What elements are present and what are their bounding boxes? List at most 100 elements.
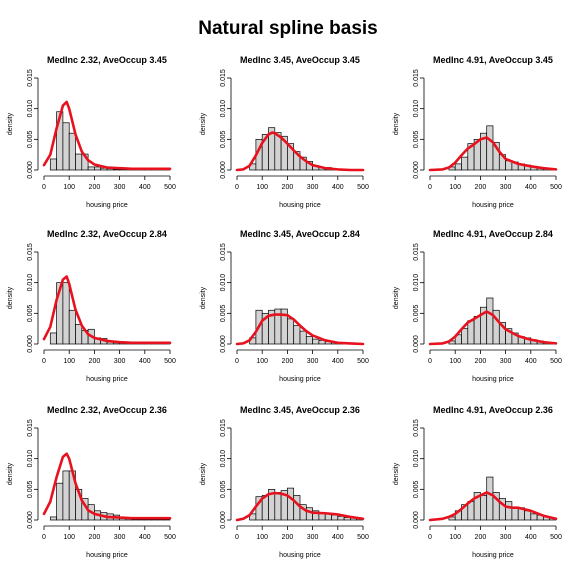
panel-title: MedInc 2.32, AveOccup 2.36	[47, 405, 167, 415]
panel-title: MedInc 3.45, AveOccup 3.45	[240, 55, 360, 65]
y-axis-label: density	[200, 286, 207, 309]
y-tick-label: 0.015	[27, 69, 34, 87]
y-tick-label: 0.010	[413, 274, 420, 292]
histogram-bar	[305, 336, 313, 345]
histogram-bar	[62, 470, 70, 521]
histogram-bar	[49, 332, 57, 345]
y-tick-label: 0.005	[220, 304, 227, 322]
x-tick-label: 300	[114, 184, 126, 191]
x-tick-label: 100	[63, 358, 75, 365]
panel-6: MedInc 4.91, AveOccup 2.84 0 100 200 300 400 5…	[393, 229, 562, 383]
y-tick-label: 0.010	[413, 450, 420, 468]
histogram-bar	[75, 153, 83, 171]
y-tick-label: 0.010	[413, 100, 420, 118]
panel-title: MedInc 3.45, AveOccup 2.36	[240, 405, 360, 415]
x-tick-label: 400	[139, 534, 151, 541]
y-tick-label: 0.000	[220, 511, 227, 529]
density-curve	[235, 313, 365, 346]
histogram-bar	[299, 330, 307, 345]
histogram-bar	[138, 519, 146, 521]
density-curve	[42, 452, 172, 520]
histogram-bar	[49, 158, 57, 171]
x-tick-label: 400	[332, 534, 344, 541]
y-tick-label: 0.015	[220, 69, 227, 87]
panel-5: MedInc 3.45, AveOccup 2.84 0 100 200 300 400 5…	[200, 229, 369, 383]
panel-title: MedInc 4.91, AveOccup 2.84	[433, 229, 553, 239]
histogram-bar	[505, 501, 513, 521]
x-tick-label: 100	[256, 358, 268, 365]
x-tick-label: 0	[235, 358, 239, 365]
x-tick-label: 100	[449, 184, 461, 191]
x-tick-label: 500	[550, 534, 562, 541]
y-tick-label: 0.010	[220, 450, 227, 468]
histogram-bar	[287, 487, 295, 521]
x-tick-label: 0	[42, 184, 46, 191]
y-tick-label: 0.000	[27, 511, 34, 529]
x-tick-label: 300	[114, 358, 126, 365]
x-tick-label: 400	[525, 534, 537, 541]
x-axis-label: housing price	[86, 376, 128, 383]
y-tick-label: 0.005	[27, 304, 34, 322]
histogram-bar	[337, 515, 345, 521]
y-tick-label: 0.000	[220, 161, 227, 179]
panel-9: MedInc 4.91, AveOccup 2.36 0 100 200 300 400 5…	[393, 405, 562, 559]
x-tick-label: 300	[500, 358, 512, 365]
y-tick-label: 0.015	[220, 419, 227, 437]
x-tick-label: 500	[164, 534, 176, 541]
histogram-bar	[112, 169, 120, 171]
y-tick-label: 0.000	[27, 161, 34, 179]
x-tick-label: 500	[550, 358, 562, 365]
x-tick-label: 0	[428, 358, 432, 365]
histogram-bar	[157, 519, 165, 521]
x-tick-label: 300	[307, 534, 319, 541]
x-tick-label: 200	[282, 358, 294, 365]
x-axis-label: housing price	[86, 202, 128, 209]
y-tick-label: 0.015	[413, 243, 420, 261]
histogram-bar	[486, 125, 494, 171]
histogram-bar	[75, 324, 83, 345]
panel-title: MedInc 3.45, AveOccup 2.84	[240, 229, 360, 239]
y-tick-label: 0.010	[27, 274, 34, 292]
y-tick-label: 0.000	[27, 335, 34, 353]
y-tick-label: 0.015	[413, 419, 420, 437]
x-tick-label: 200	[89, 534, 101, 541]
y-tick-label: 0.005	[413, 480, 420, 498]
density-curve	[235, 131, 365, 172]
y-axis-label: density	[393, 112, 400, 135]
panel-title: MedInc 4.91, AveOccup 2.36	[433, 405, 553, 415]
y-tick-label: 0.015	[27, 419, 34, 437]
y-tick-label: 0.005	[220, 130, 227, 148]
x-tick-label: 0	[235, 534, 239, 541]
y-tick-label: 0.015	[413, 69, 420, 87]
x-tick-label: 0	[235, 184, 239, 191]
histogram-bar	[461, 328, 469, 345]
x-tick-label: 400	[332, 184, 344, 191]
histogram-bar	[511, 507, 519, 521]
y-tick-label: 0.010	[27, 100, 34, 118]
histogram-bar	[62, 282, 70, 345]
x-tick-label: 400	[332, 358, 344, 365]
x-tick-label: 300	[500, 534, 512, 541]
x-axis-label: housing price	[472, 552, 514, 559]
x-tick-label: 100	[449, 358, 461, 365]
histogram-bar	[287, 318, 295, 345]
x-tick-label: 200	[475, 184, 487, 191]
panel-3: MedInc 4.91, AveOccup 3.45 0 100 200 300 400 5…	[393, 55, 562, 209]
histogram-bar	[62, 122, 70, 171]
histogram-bar	[150, 519, 158, 521]
y-tick-label: 0.005	[27, 480, 34, 498]
panel-title: MedInc 2.32, AveOccup 3.45	[47, 55, 167, 65]
x-axis-label: housing price	[279, 202, 321, 209]
density-curve	[428, 136, 558, 172]
histogram-bar	[467, 501, 475, 521]
histogram-bar	[524, 510, 532, 521]
x-tick-label: 200	[475, 358, 487, 365]
y-tick-label: 0.005	[220, 480, 227, 498]
y-tick-label: 0.010	[220, 274, 227, 292]
y-axis-label: density	[393, 286, 400, 309]
x-tick-label: 200	[475, 534, 487, 541]
x-tick-label: 100	[449, 534, 461, 541]
histogram-bar	[293, 325, 301, 345]
